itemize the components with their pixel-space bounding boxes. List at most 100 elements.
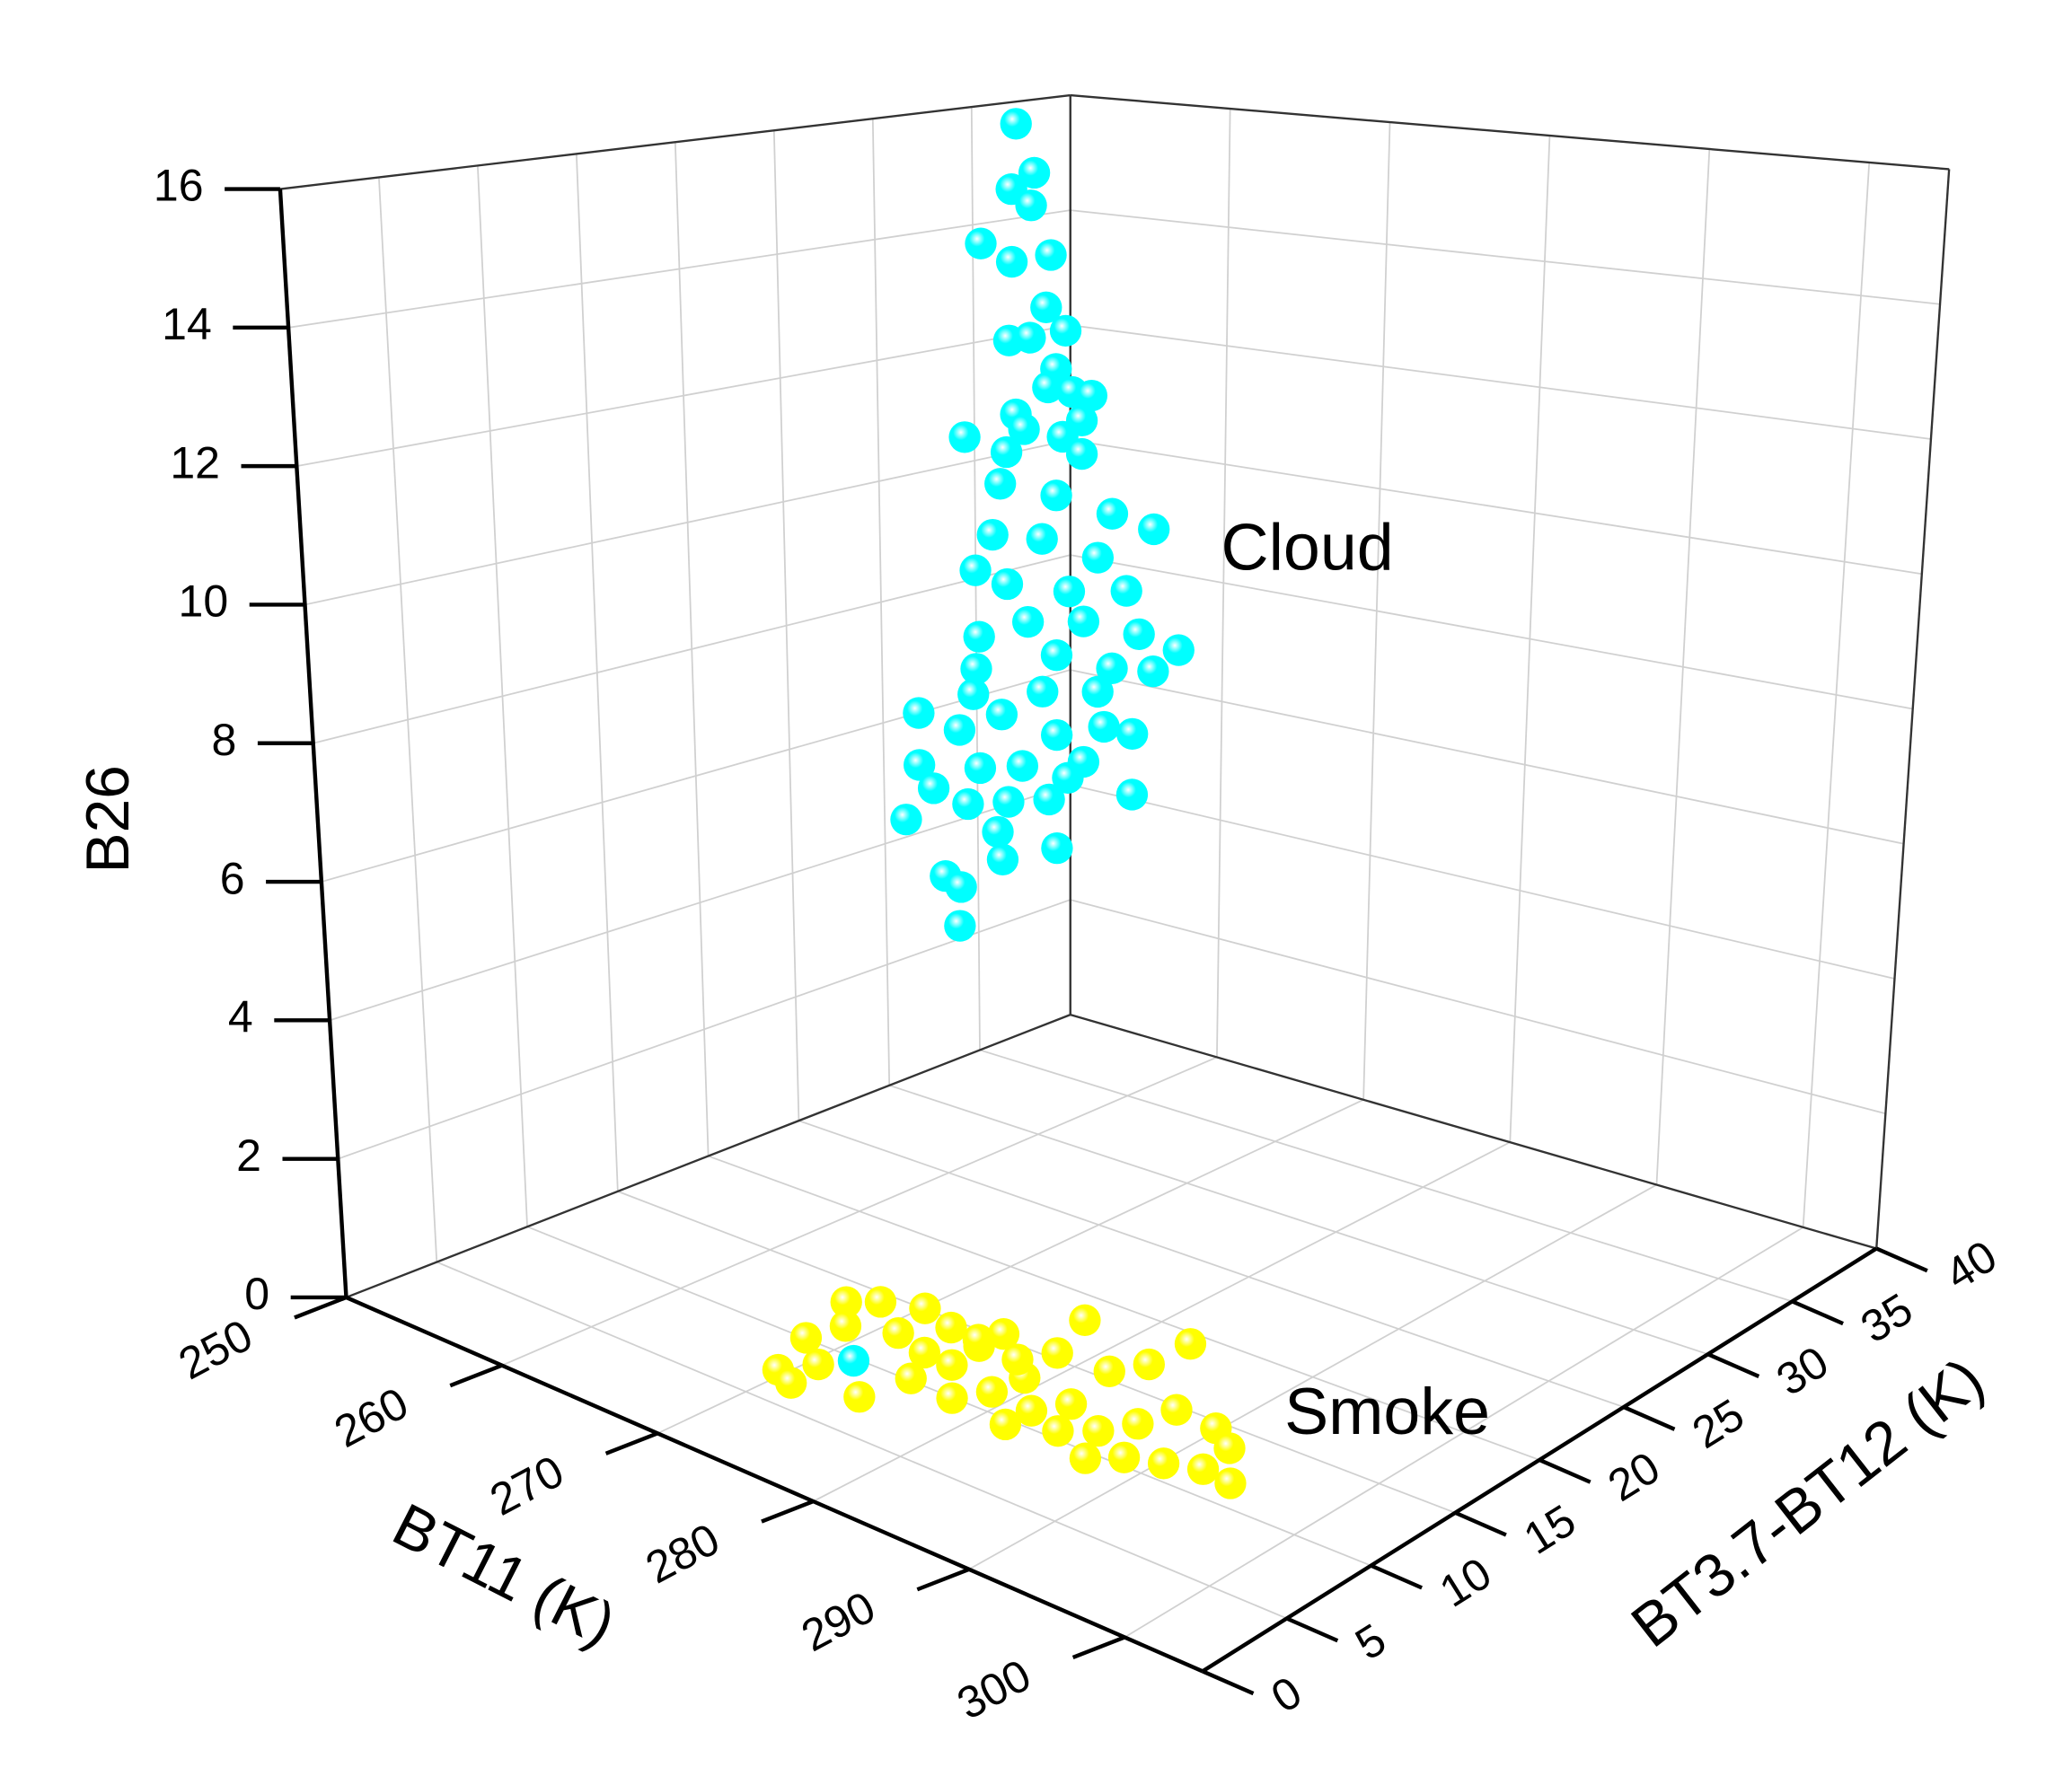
point [1122, 1408, 1154, 1440]
z-axis-title: B26 [75, 765, 142, 873]
point [1032, 371, 1064, 404]
grid-line [1070, 439, 1922, 576]
point [843, 1381, 876, 1413]
grid-line [304, 439, 1071, 606]
point [882, 1317, 914, 1350]
point [1015, 189, 1047, 222]
tick-mark [1285, 1616, 1339, 1643]
point [943, 714, 976, 746]
box-edge [1070, 93, 1950, 171]
tick-mark [1202, 1669, 1255, 1696]
point [1088, 710, 1120, 743]
point [952, 787, 984, 821]
grid-line [337, 899, 1071, 1160]
y-tick-label: 0 [1263, 1666, 1310, 1722]
tick-mark [916, 1567, 970, 1592]
point [1133, 1348, 1165, 1381]
point [1138, 513, 1170, 546]
point [1137, 655, 1169, 688]
grid-line [313, 554, 1071, 744]
box-edge [279, 93, 1071, 190]
z-tick-label: 8 [212, 715, 237, 765]
point [1033, 783, 1065, 816]
point [936, 1349, 968, 1381]
point [1015, 1394, 1048, 1427]
grid-line [979, 1049, 1793, 1303]
point [1067, 605, 1100, 638]
point [864, 1286, 897, 1318]
point [1213, 1432, 1246, 1464]
grid-line [617, 1191, 1456, 1514]
point [963, 620, 995, 653]
annotation: Smoke [1284, 1374, 1490, 1448]
point [959, 554, 992, 586]
point [1049, 314, 1082, 347]
point [1000, 108, 1032, 140]
point [1116, 717, 1149, 751]
point [964, 752, 997, 785]
point [908, 1336, 941, 1369]
grid-line [1070, 324, 1932, 440]
box-edge [1875, 169, 1951, 1249]
point [1160, 1394, 1193, 1426]
point [1042, 1415, 1074, 1447]
x-tick-label: 300 [949, 1649, 1039, 1729]
grid-line [888, 1084, 1708, 1356]
point [837, 1344, 870, 1377]
point [995, 245, 1028, 278]
point [789, 1322, 823, 1354]
y-tick-label: 35 [1852, 1283, 1921, 1352]
point [1040, 718, 1073, 752]
grid-line [1070, 554, 1913, 710]
point [1162, 634, 1195, 666]
point [986, 843, 1019, 875]
point [1174, 1328, 1207, 1360]
point [802, 1348, 834, 1381]
y-tick-label: 25 [1684, 1389, 1753, 1458]
x-axis-line [345, 1295, 1204, 1674]
tick-mark [294, 1295, 348, 1320]
point [1147, 1447, 1180, 1480]
z-tick-label: 4 [228, 992, 253, 1042]
point [1054, 1388, 1088, 1420]
point [1026, 523, 1058, 555]
tick-mark [1791, 1299, 1844, 1326]
point [909, 1292, 941, 1324]
y-tick-label: 40 [1936, 1231, 2006, 1300]
y-tick-label: 15 [1515, 1495, 1584, 1564]
x-tick-label: 290 [793, 1581, 883, 1661]
point [1018, 156, 1051, 189]
grid-line [329, 784, 1071, 1022]
z-tick-label: 2 [236, 1130, 261, 1181]
point [975, 1376, 1009, 1408]
point [960, 653, 992, 685]
grid-line [1070, 899, 1886, 1115]
point [1069, 1304, 1101, 1336]
point [1186, 1453, 1220, 1485]
z-tick-label: 10 [179, 576, 229, 627]
point [985, 699, 1018, 731]
point [903, 697, 935, 729]
point [1123, 618, 1155, 651]
z-tick-label: 12 [170, 437, 220, 488]
y-tick-label: 5 [1346, 1614, 1394, 1669]
point [890, 804, 922, 836]
point [1096, 497, 1129, 530]
tick-mark [761, 1499, 815, 1524]
z-tick-label: 14 [162, 299, 212, 349]
tick-mark [604, 1431, 658, 1455]
point [984, 468, 1017, 500]
x-tick-label: 260 [326, 1377, 416, 1457]
x-tick-label: 250 [171, 1310, 260, 1390]
y-tick-label: 10 [1431, 1548, 1500, 1617]
point [987, 1318, 1020, 1350]
point [935, 1311, 967, 1344]
point [1214, 1467, 1247, 1499]
point [1041, 1337, 1073, 1369]
point [992, 786, 1025, 818]
point [1107, 1441, 1141, 1473]
point [1014, 321, 1046, 354]
point [1001, 1343, 1034, 1376]
point [1081, 675, 1114, 708]
